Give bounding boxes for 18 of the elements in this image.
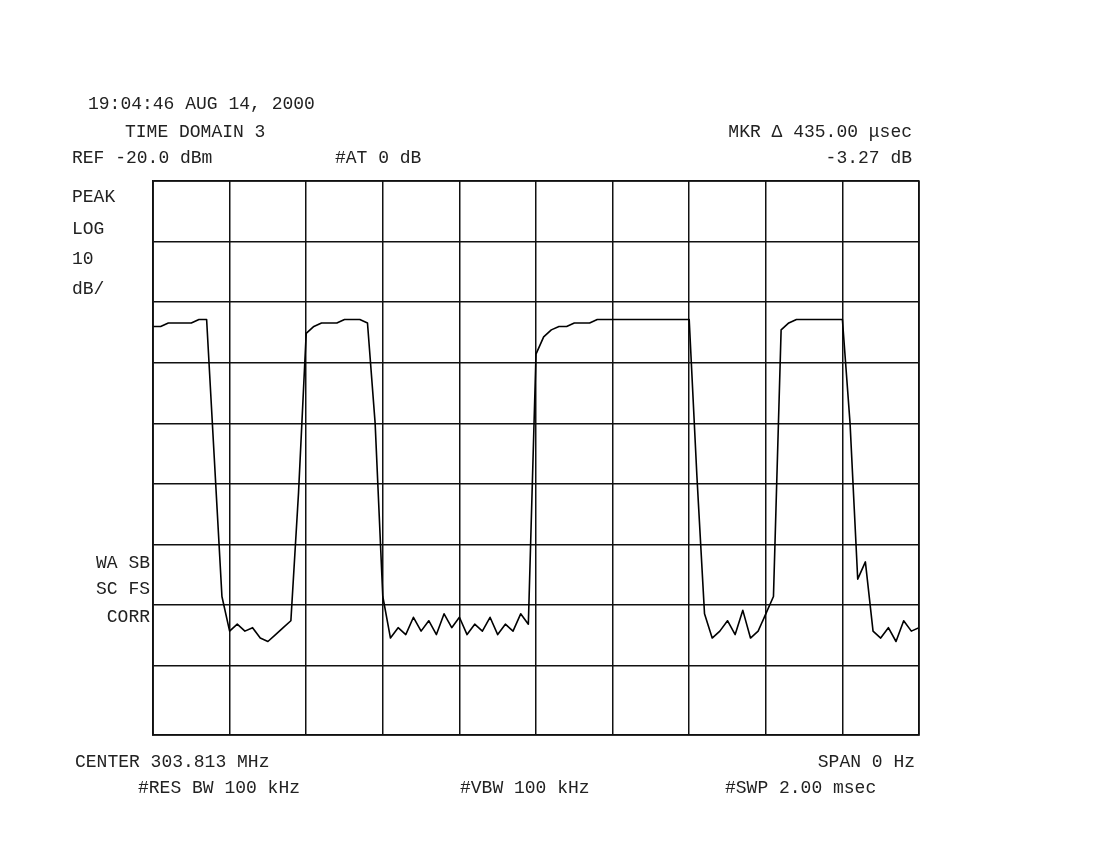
text: #AT 0 dB bbox=[335, 148, 422, 168]
text: SC FS bbox=[95, 579, 150, 599]
text: #VBW 100 kHz bbox=[460, 778, 590, 798]
text: dB/ bbox=[72, 279, 105, 299]
text: PEAK bbox=[72, 187, 116, 207]
text: #RES BW 100 kHz bbox=[138, 778, 301, 798]
text: -3.27 dB bbox=[825, 148, 912, 168]
text: MKR Δ 435.00 μsec bbox=[728, 122, 912, 142]
text: CORR bbox=[106, 607, 150, 627]
text: TIME DOMAIN 3 bbox=[125, 122, 266, 142]
text: CENTER 303.813 MHz bbox=[75, 752, 270, 772]
text: LOG bbox=[72, 219, 105, 239]
text: 10 bbox=[72, 249, 94, 269]
text: SPAN 0 Hz bbox=[817, 752, 915, 772]
chart-title: 19:04:46 AUG 14, 2000 bbox=[88, 94, 315, 114]
text: WA SB bbox=[95, 553, 150, 573]
text: #SWP 2.00 msec bbox=[725, 778, 877, 798]
text: REF -20.0 dBm bbox=[72, 148, 213, 168]
